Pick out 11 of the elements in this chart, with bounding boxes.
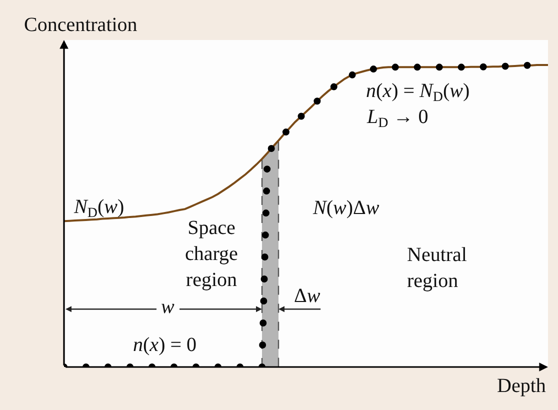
annotation: Δw	[294, 285, 321, 307]
annotation: Space charge region	[185, 217, 238, 291]
text: n(x) = N$_{D}$(w)	[366, 80, 470, 106]
annotation: Neutral region	[407, 244, 468, 292]
annotation: L$_{D}$ → 0	[366, 106, 428, 132]
annotation: w	[161, 296, 175, 318]
y-axis-title: Concentration	[24, 14, 138, 36]
annotation: N(w)Δw	[312, 197, 380, 219]
annotation: n(x) = 0	[133, 334, 197, 356]
x-axis-title: Depth	[497, 375, 546, 397]
annotation: N$_{D}$(w)	[73, 196, 124, 222]
